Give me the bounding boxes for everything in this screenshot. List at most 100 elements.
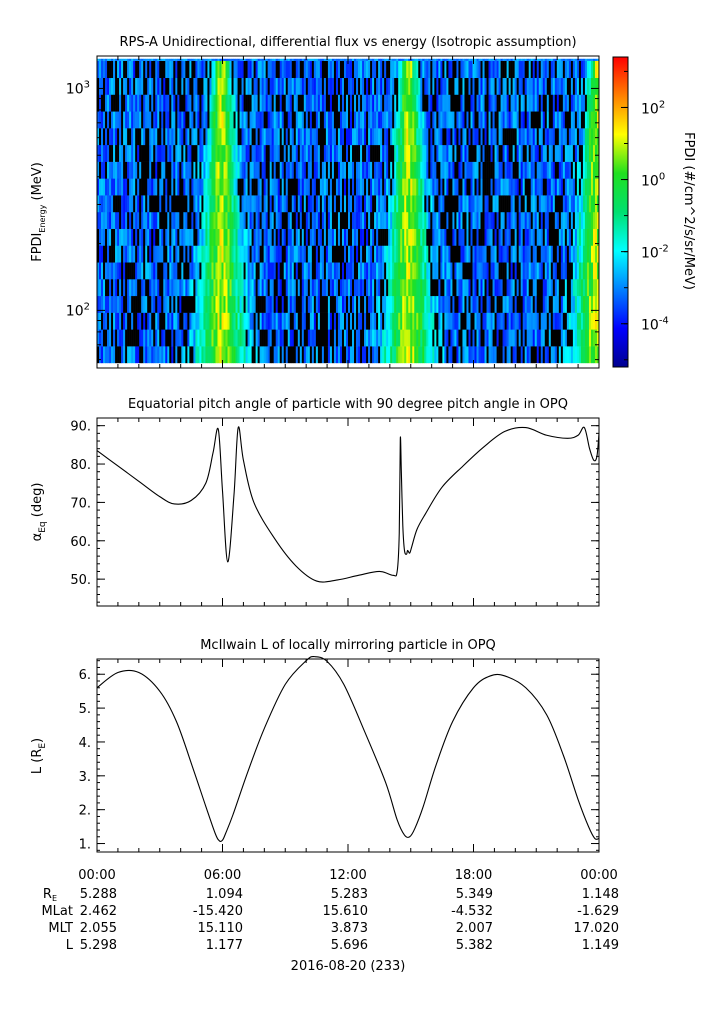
spectrogram-cell bbox=[358, 128, 361, 146]
spectrogram-cell bbox=[486, 60, 489, 79]
spectrogram-cell bbox=[223, 60, 226, 79]
spectrogram-cell bbox=[253, 111, 256, 129]
spectrogram-cell bbox=[442, 346, 445, 364]
spectrogram-cell bbox=[145, 161, 148, 179]
spectrogram-cell bbox=[444, 295, 447, 313]
spectrogram-cell bbox=[528, 245, 532, 263]
spectrogram-cell bbox=[356, 346, 359, 364]
spectrogram-cell bbox=[107, 111, 110, 129]
spectrogram-cell bbox=[121, 211, 124, 229]
spectrogram-cell bbox=[337, 228, 341, 246]
spectrogram-cell bbox=[446, 279, 449, 297]
spectrogram-cell bbox=[370, 195, 373, 213]
spectrogram-cell bbox=[101, 211, 104, 229]
spectrogram-cell bbox=[273, 60, 277, 79]
spectrogram-cell bbox=[540, 329, 544, 347]
spectrogram-cell bbox=[476, 262, 479, 280]
spectrogram-cell bbox=[105, 228, 108, 246]
spectrogram-cell bbox=[249, 211, 252, 229]
spectrogram-cell bbox=[141, 312, 144, 330]
spectrogram-cell bbox=[398, 111, 401, 129]
spectrogram-cell bbox=[117, 245, 120, 263]
spectrogram-cell bbox=[446, 128, 449, 146]
spectrogram-cell bbox=[524, 161, 528, 179]
spectrogram-cell bbox=[261, 128, 264, 146]
spectrogram-cell bbox=[378, 262, 381, 280]
spectrogram-cell bbox=[560, 346, 564, 364]
spectrogram-cell bbox=[482, 128, 485, 146]
spectrogram-cell bbox=[360, 77, 363, 95]
spectrogram-cell bbox=[313, 195, 317, 213]
spectrogram-cell bbox=[482, 279, 485, 297]
spectrogram-cell bbox=[201, 58, 204, 61]
spectrogram-cell bbox=[167, 60, 170, 79]
spectrogram-cell bbox=[167, 128, 170, 146]
spectrogram-cell bbox=[542, 195, 546, 213]
spectrogram-cell bbox=[426, 77, 429, 95]
spectrogram-cell bbox=[119, 77, 122, 95]
spectrogram-cell bbox=[337, 111, 341, 129]
spectrogram-cell bbox=[151, 178, 154, 196]
spectrogram-cell bbox=[414, 195, 417, 213]
spectrogram-cell bbox=[542, 178, 546, 196]
spectrogram-cell bbox=[245, 211, 248, 229]
spectrogram-cell bbox=[329, 295, 333, 313]
spectrogram-cell bbox=[283, 295, 287, 313]
spectrogram-cell bbox=[125, 60, 128, 79]
spectrogram-cell bbox=[313, 58, 317, 61]
spectrogram-cell bbox=[225, 228, 228, 246]
spectrogram-cell bbox=[105, 94, 108, 112]
spectrogram-cell bbox=[129, 94, 132, 112]
spectrogram-cell bbox=[181, 58, 184, 61]
spectrogram-cell bbox=[456, 60, 459, 79]
spectrogram-cell bbox=[187, 60, 190, 79]
spectrogram-cell bbox=[119, 94, 122, 112]
spectrogram-cell bbox=[239, 144, 242, 162]
spectrogram-cell bbox=[570, 346, 574, 364]
spectrogram-cell bbox=[233, 128, 236, 146]
spectrogram-cell bbox=[217, 245, 220, 263]
spectrogram-cell bbox=[384, 329, 387, 347]
spectrogram-cell bbox=[165, 128, 168, 146]
spectrogram-cell bbox=[586, 195, 590, 213]
spectrogram-cell bbox=[227, 346, 230, 364]
spectrogram-cell bbox=[536, 346, 540, 364]
spectrogram-cell bbox=[540, 346, 544, 364]
spectrogram-cell bbox=[99, 60, 102, 79]
spectrogram-cell bbox=[335, 346, 339, 364]
spectrogram-cell bbox=[566, 329, 570, 347]
spectrogram-cell bbox=[386, 60, 389, 79]
spectrogram-cell bbox=[552, 346, 556, 364]
spectrogram-cell bbox=[131, 228, 134, 246]
spectrogram-cell bbox=[588, 329, 592, 347]
spectrogram-cell bbox=[163, 161, 166, 179]
spectrogram-cell bbox=[566, 128, 570, 146]
spectrogram-cell bbox=[219, 228, 222, 246]
spectrogram-cell bbox=[574, 279, 578, 297]
spectrogram-cell bbox=[105, 295, 108, 313]
spectrogram-cell bbox=[542, 144, 546, 162]
spectrogram-cell bbox=[378, 111, 381, 129]
spectrogram-cell bbox=[444, 94, 447, 112]
spectrogram-cell bbox=[438, 144, 441, 162]
spectrogram-cell bbox=[195, 228, 198, 246]
spectrogram-cell bbox=[141, 228, 144, 246]
spectrogram-cell bbox=[500, 295, 503, 313]
spectrogram-cell bbox=[540, 128, 544, 146]
spectrogram-cell bbox=[500, 312, 503, 330]
spectrogram-cell bbox=[468, 245, 471, 263]
spectrogram-cell bbox=[552, 178, 556, 196]
spectrogram-cell bbox=[315, 195, 319, 213]
spectrogram-cell bbox=[199, 312, 202, 330]
spectrogram-cell bbox=[462, 111, 465, 129]
spectrogram-cell bbox=[255, 295, 258, 313]
spectrogram-cell bbox=[225, 161, 228, 179]
spectrogram-cell bbox=[299, 195, 303, 213]
spectrogram-cell bbox=[281, 58, 285, 61]
spectrogram-cell bbox=[155, 211, 158, 229]
spectrogram-cell bbox=[450, 346, 453, 364]
spectrogram-cell bbox=[175, 111, 178, 129]
spectrogram-cell bbox=[410, 262, 413, 280]
spectrogram-cell bbox=[404, 60, 407, 79]
spectrogram-cell bbox=[141, 346, 144, 364]
